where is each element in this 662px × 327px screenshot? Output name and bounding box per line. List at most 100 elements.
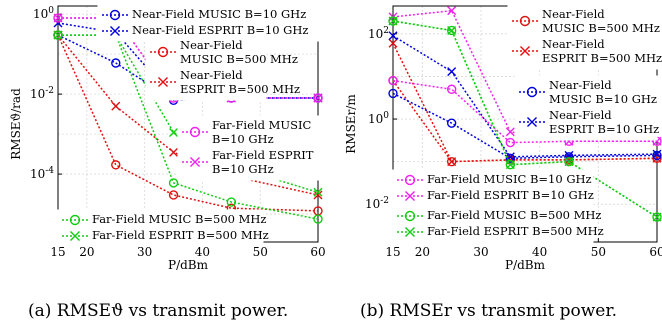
legend-label: ESPRIT B=10 GHz (549, 122, 659, 136)
data-point (652, 212, 662, 222)
legend-label: Near-Field MUSIC B=10 GHz (132, 7, 306, 21)
data-point (447, 25, 457, 35)
legend-marker (157, 46, 169, 58)
legend-label: Near-Field (549, 108, 612, 122)
data-point (505, 153, 516, 163)
legend-marker (190, 157, 200, 167)
y-axis-label: RMSEr/m (344, 94, 358, 154)
data-point (313, 187, 323, 197)
legend-label: Far-Field MUSIC B=500 MHz (427, 208, 602, 222)
legend-label: Far-Field ESPRIT B=500 MHz (92, 228, 269, 242)
x-axis-label: P/dBm (168, 258, 209, 272)
legend-label: MUSIC B=500 MHz (542, 21, 660, 35)
data-point (226, 197, 237, 207)
y-tick-label: 10-2 (30, 86, 54, 101)
data-point (446, 84, 457, 94)
legend-marker (520, 46, 530, 56)
series-4 (388, 31, 662, 162)
data-point (313, 214, 323, 224)
legend-marker (526, 86, 538, 98)
data-point (446, 25, 457, 36)
legend-label: Near-Field ESPRIT B=10 GHz (132, 23, 308, 37)
data-point (111, 101, 121, 111)
legend-label: Near-Field (542, 37, 605, 51)
caption-a: (a) RMSEϑ vs transmit power. (28, 301, 289, 321)
x-tick-label: 40 (532, 245, 547, 259)
x-tick-label: 40 (195, 245, 210, 259)
legend-label: Far-Field ESPRIT B=500 MHz (427, 224, 604, 238)
x-tick-label: 60 (649, 245, 662, 259)
data-point (53, 13, 63, 23)
legend-4: Far-Field MUSIC B=500 MHz Far-Field ESPRI… (392, 205, 604, 243)
legend-label: Far-Field ESPRIT B=10 GHz (427, 188, 594, 202)
data-point (53, 30, 63, 40)
legend-label: Far-Field MUSIC B=500 MHz (92, 212, 267, 226)
y-tick-label: 100 (368, 111, 389, 126)
legend-marker (527, 117, 537, 127)
data-point (505, 137, 516, 148)
chart-panel-a: 15 20 30 40 50 60 100 10-2 10-4 P/dBm RMSEϑ/rad Nea… (9, 4, 326, 272)
legend-label: Near-Field (549, 78, 612, 92)
data-point (313, 190, 323, 200)
legend-4: Far-Field MUSIC B=500 MHz Far-Field ESPRI… (57, 209, 269, 247)
legend-marker (519, 15, 531, 27)
data-point (505, 127, 515, 137)
x-tick-label: 50 (591, 245, 606, 259)
data-point (388, 75, 398, 86)
data-point (388, 38, 398, 48)
x-axis-label: P/dBm (505, 258, 546, 272)
y-tick-label: 10-2 (365, 196, 389, 211)
data-point (168, 178, 179, 188)
data-point (111, 160, 121, 170)
caption-b: (b) RMSEr vs transmit power. (360, 301, 618, 321)
series-line (58, 34, 319, 220)
x-tick-label: 20 (79, 245, 94, 259)
legend-marker (109, 9, 121, 21)
x-tick-label: 30 (473, 245, 488, 259)
data-point (652, 149, 662, 159)
legend-label: Near-Field (542, 7, 605, 21)
data-point (505, 160, 515, 170)
legend-label: Far-Field MUSIC B=10 GHz (427, 172, 592, 186)
data-point (169, 127, 179, 137)
series-line (392, 42, 658, 163)
data-point (388, 31, 398, 41)
legend-label: B=10 GHz (212, 132, 274, 146)
data-point (652, 212, 662, 222)
legend-label: Far-Field MUSIC (212, 118, 311, 132)
data-point (447, 157, 457, 167)
series-8 (388, 16, 662, 222)
data-point (169, 147, 179, 157)
legend-label: MUSIC B=10 GHz (549, 92, 657, 106)
legend-marker (189, 126, 201, 138)
x-tick-label: 15 (50, 245, 65, 259)
data-point (447, 67, 457, 77)
y-axis-label: RMSEϑ/rad (9, 88, 23, 160)
data-point (388, 16, 398, 26)
legend-label: ESPRIT B=500 MHz (542, 51, 662, 65)
series-3 (388, 88, 662, 163)
x-tick-label: 30 (137, 245, 152, 259)
data-point (447, 6, 457, 16)
x-tick-label: 60 (310, 245, 325, 259)
legend-marker (70, 231, 80, 241)
data-point (111, 58, 121, 68)
data-point (652, 153, 662, 163)
legend-marker (69, 214, 81, 226)
data-point (168, 190, 179, 200)
legend-marker (404, 210, 416, 222)
legend-label: Far-Field ESPRIT (212, 148, 314, 162)
legend-label: MUSIC B=500 MHz (180, 52, 298, 66)
legend-label: Near-Field (180, 38, 243, 52)
y-tick-label: 102 (368, 26, 389, 41)
legend-marker (110, 26, 120, 36)
legend-label: Near-Field (180, 68, 243, 82)
data-point (446, 118, 457, 128)
y-tick-label: 10-4 (30, 166, 54, 181)
legend-marker (158, 77, 168, 87)
x-tick-label: 15 (385, 245, 400, 259)
x-tick-label: 50 (253, 245, 268, 259)
